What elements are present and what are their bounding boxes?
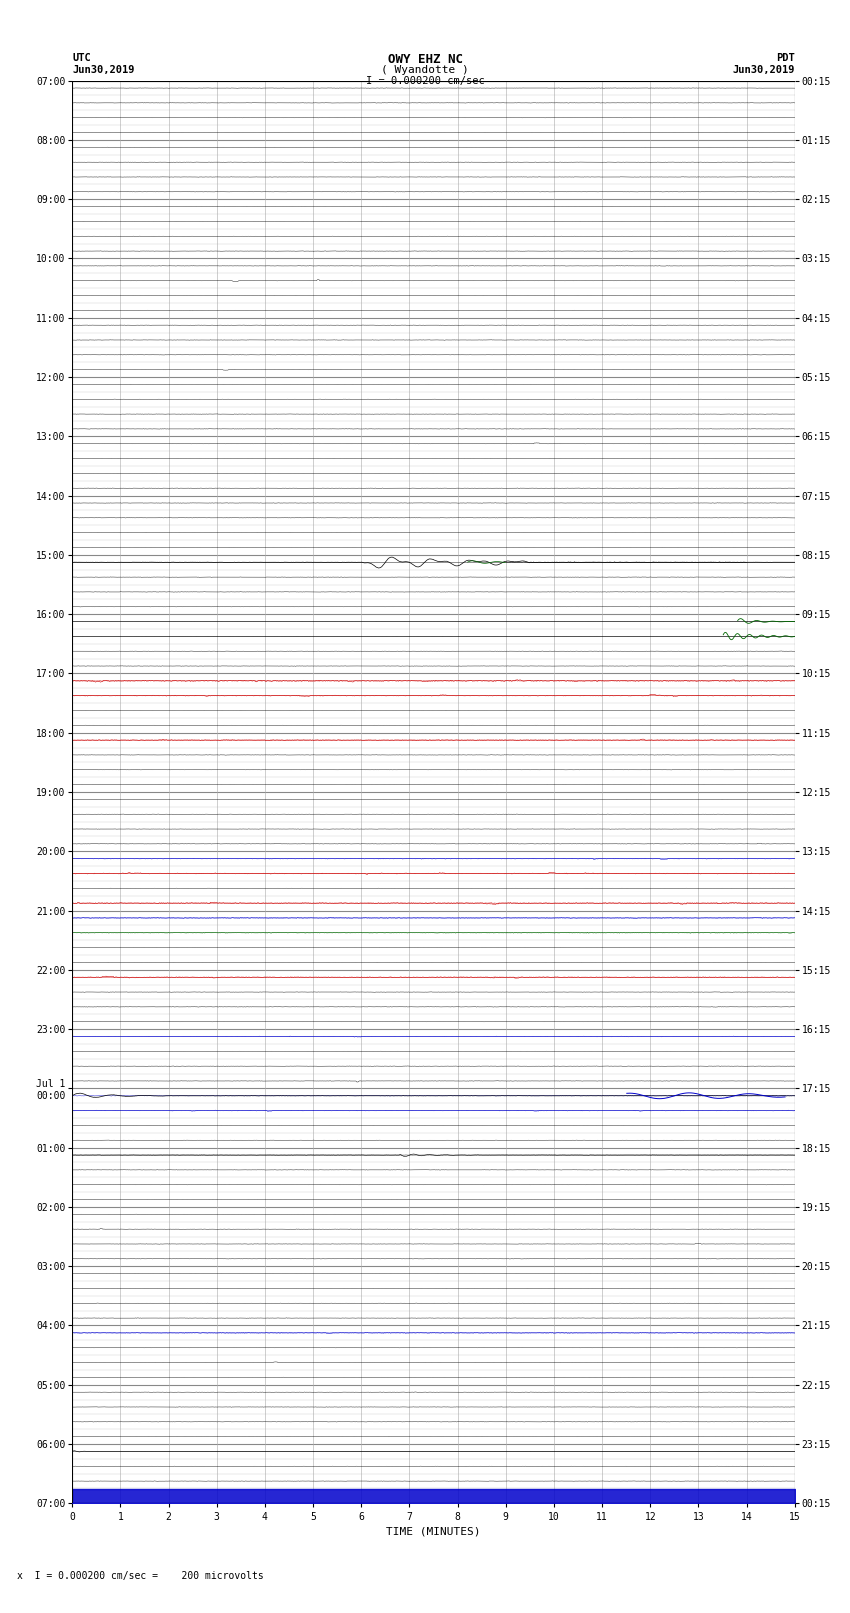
X-axis label: TIME (MINUTES): TIME (MINUTES): [386, 1526, 481, 1537]
Text: x  I = 0.000200 cm/sec =    200 microvolts: x I = 0.000200 cm/sec = 200 microvolts: [17, 1571, 264, 1581]
Text: Jun30,2019: Jun30,2019: [72, 65, 135, 74]
Text: I = 0.000200 cm/sec: I = 0.000200 cm/sec: [366, 76, 484, 85]
Text: Jun30,2019: Jun30,2019: [732, 65, 795, 74]
Text: ( Wyandotte ): ( Wyandotte ): [381, 65, 469, 74]
Text: OWY EHZ NC: OWY EHZ NC: [388, 53, 462, 66]
Text: UTC: UTC: [72, 53, 91, 63]
Text: PDT: PDT: [776, 53, 795, 63]
